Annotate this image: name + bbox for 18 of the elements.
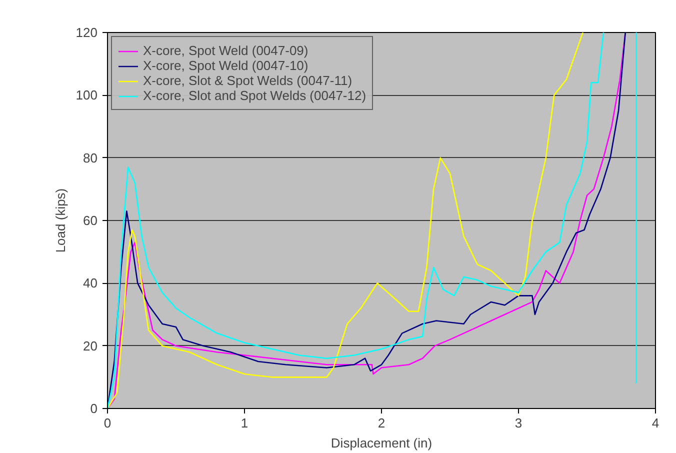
- x-tick-label: 3: [514, 416, 522, 430]
- y-axis-title: Load (kips): [52, 188, 68, 253]
- y-tick-label: 120: [76, 25, 98, 40]
- x-tick-label: 1: [240, 416, 248, 430]
- legend-label: X-core, Slot and Spot Welds (0047-12): [143, 88, 366, 103]
- y-tick-label: 20: [83, 338, 98, 354]
- legend-label: X-core, Spot Weld (0047-10): [143, 58, 308, 73]
- y-tick-label: 40: [83, 276, 98, 291]
- y-tick-label: 100: [76, 88, 98, 103]
- y-tick-label: 60: [83, 213, 98, 228]
- y-tick-label: 80: [83, 150, 98, 166]
- x-tick-label: 4: [652, 416, 660, 430]
- legend-label: X-core, Slot & Spot Welds (0047-11): [143, 73, 352, 88]
- y-tick-label: 0: [90, 401, 98, 416]
- x-axis-title: Displacement (in): [330, 436, 432, 450]
- x-tick-label: 2: [378, 416, 386, 430]
- x-tick-label: 0: [104, 416, 112, 430]
- legend-label: X-core, Spot Weld (0047-09): [143, 43, 308, 58]
